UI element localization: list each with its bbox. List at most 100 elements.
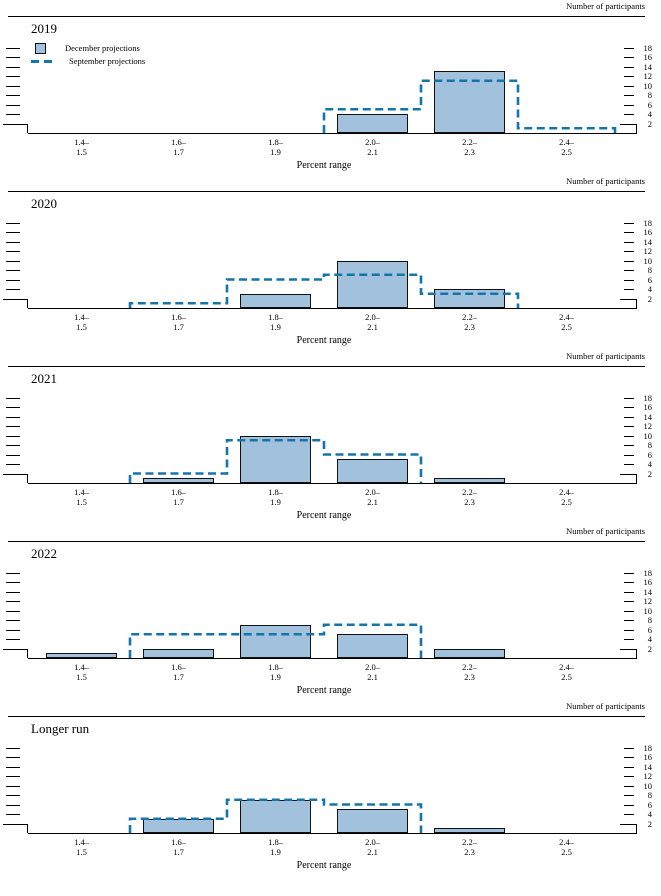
x-tick-range-end: 2.1: [367, 146, 378, 157]
y-axis-tick-left: [6, 582, 20, 583]
y-axis-tick-left: [3, 823, 28, 825]
y-axis-tick-label: 8: [647, 615, 652, 625]
y-axis-tick-right: [624, 397, 634, 399]
x-tick-range-end: 1.5: [76, 321, 87, 332]
x-axis-tick-label: 2.0– 2.1: [338, 662, 408, 682]
x-axis-tick-label: 1.4– 1.5: [47, 662, 117, 682]
december-projection-bar: [434, 828, 505, 833]
y-axis-tick-left: [6, 232, 20, 233]
x-tick-range-start: 2.4–: [559, 837, 574, 847]
december-projection-bar: [240, 799, 311, 833]
y-axis-tick-left: [6, 66, 20, 68]
y-axis-tick-right: [624, 279, 634, 281]
y-axis-tick-label: 18: [643, 567, 653, 578]
x-axis-tick-label: 2.0– 2.1: [338, 137, 408, 157]
y-axis-tick-right: [624, 232, 634, 233]
y-axis-tick-label: 10: [643, 605, 653, 616]
december-projection-bar: [337, 114, 408, 133]
y-axis-tick-left: [6, 222, 20, 224]
y-axis-tick-left: [6, 85, 20, 87]
panel-top-rule: [8, 191, 645, 192]
x-tick-range-end: 1.7: [173, 846, 184, 857]
y-axis-tick-label: 12: [643, 71, 653, 81]
y-axis-tick-right: [624, 241, 634, 243]
y-axis-tick-label: 18: [643, 217, 653, 228]
y-axis-tick-label: 18: [643, 42, 653, 53]
y-axis-tick-label: 16: [643, 752, 653, 762]
x-tick-range-start: 2.4–: [559, 312, 574, 322]
x-tick-range-start: 1.6–: [171, 662, 186, 672]
x-axis-tick-label: 1.4– 1.5: [47, 487, 117, 507]
september-projections-dashed-line: [128, 273, 520, 308]
x-tick-range-start: 1.6–: [171, 837, 186, 847]
y-axis-tick-label: 10: [643, 80, 653, 91]
x-tick-range-end: 2.5: [561, 146, 572, 157]
panel-title: 2019: [31, 21, 57, 36]
x-axis-tick-label: 2.4– 2.5: [532, 662, 602, 682]
x-tick-range-start: 2.0–: [365, 312, 380, 322]
x-axis-tick-label: 1.8– 1.9: [241, 487, 311, 507]
panel-title: 2021: [31, 371, 57, 386]
x-axis-tick-label: 1.8– 1.9: [241, 662, 311, 682]
y-axis-tick-right: [624, 251, 634, 252]
y-axis-tick-left: [6, 114, 20, 115]
x-tick-range-start: 1.6–: [171, 487, 186, 497]
x-tick-range-end: 2.3: [464, 671, 475, 682]
december-projection-bar: [337, 809, 408, 833]
y-axis-tick-right: [624, 804, 634, 806]
legend: December projections September projectio…: [31, 42, 145, 68]
legend-item-december: December projections: [31, 42, 145, 55]
y-axis-tick-label: 4: [647, 109, 652, 119]
x-axis-tick-label: 2.0– 2.1: [338, 487, 408, 507]
x-tick-range-start: 1.4–: [74, 487, 89, 497]
y-axis-tick-right: [624, 785, 634, 787]
x-tick-range-end: 1.5: [76, 846, 87, 857]
panel-top-rule: [8, 541, 645, 542]
y-axis-tick-right: [624, 57, 634, 58]
y-axis-tick-right: [624, 85, 634, 87]
y-axis-tick-left: [6, 454, 20, 456]
y-axis-tick-label: 14: [643, 761, 653, 772]
x-axis-tick-label: 1.8– 1.9: [241, 312, 311, 332]
axis-corner-right: [636, 473, 637, 483]
y-axis-tick-right: [624, 416, 634, 418]
plot-area: [28, 218, 637, 309]
y-axis-tick-label: 10: [643, 255, 653, 266]
axis-corner-left: [27, 648, 28, 658]
x-axis-tick-label: 2.2– 2.3: [435, 837, 505, 857]
y-axis-tick-label: 2: [647, 643, 652, 654]
plot-area: [28, 568, 637, 659]
y-axis-tick-right: [624, 629, 634, 631]
y-axis-tick-left: [6, 747, 20, 749]
y-axis-tick-label: 8: [647, 440, 652, 450]
panel-title: 2022: [31, 546, 57, 561]
y-axis-tick-right: [624, 114, 634, 115]
y-axis-tick-left: [6, 407, 20, 408]
x-axis-tick-label: 2.4– 2.5: [532, 487, 602, 507]
x-tick-range-end: 1.9: [270, 321, 281, 332]
y-axis-tick-right: [624, 591, 634, 593]
y-axis-tick-right: [624, 289, 634, 290]
y-axis-tick-left: [6, 591, 20, 593]
projection-panel: Number of participants 2022 Percent rang…: [0, 525, 661, 700]
x-tick-range-start: 1.6–: [171, 137, 186, 147]
december-projection-bar: [434, 71, 505, 133]
x-tick-range-end: 2.3: [464, 846, 475, 857]
y-axis-tick-left: [6, 47, 20, 49]
panel-top-rule: [8, 16, 645, 17]
x-tick-range-end: 2.5: [561, 496, 572, 507]
y-axis-tick-label: 12: [643, 421, 653, 431]
y-axis-tick-left: [6, 639, 20, 640]
y-axis-tick-left: [6, 445, 20, 446]
y-axis-tick-left: [6, 766, 20, 768]
y-axis-tick-right: [624, 426, 634, 427]
y-axis-tick-right: [624, 445, 634, 446]
x-axis-tick-label: 2.0– 2.1: [338, 837, 408, 857]
axis-corner-left: [27, 123, 28, 133]
axis-corner-right: [636, 823, 637, 833]
y-axis-tick-left: [6, 104, 20, 106]
x-axis-tick-label: 2.2– 2.3: [435, 487, 505, 507]
axis-corner-left: [27, 298, 28, 308]
y-axis-tick-left: [6, 814, 20, 815]
